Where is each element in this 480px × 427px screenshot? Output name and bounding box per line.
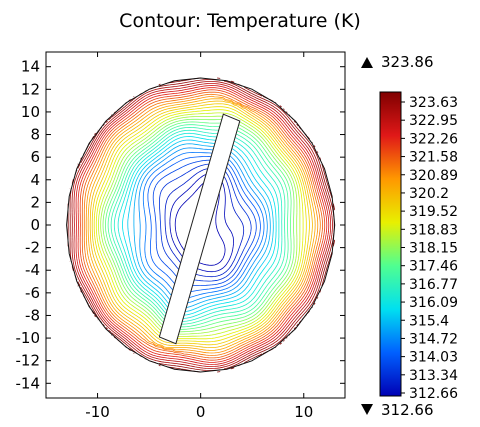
colorbar-tick-label: 314.72: [409, 331, 458, 347]
contour-level: [71, 81, 333, 369]
contour-level: [85, 95, 319, 354]
y-tick-label: -2: [25, 239, 40, 257]
min-triangle-icon: [361, 404, 373, 415]
x-tick-label: 0: [196, 403, 206, 421]
y-axis-ticks: 14 12 10 8 6 4 2 0 -2 -4 -6 -8 -10 -12 -14: [16, 58, 345, 392]
y-tick-label: -10: [16, 329, 41, 347]
colorbar-tick-label: 313.34: [409, 368, 458, 384]
contour-level: [89, 100, 313, 348]
y-tick-label: -8: [25, 306, 40, 324]
colorbar-tick-label: 317.46: [409, 259, 458, 275]
colorbar-tick-label: 321.58: [409, 150, 458, 166]
colorbar-tick-label: 318.15: [409, 241, 458, 257]
x-axis-ticks: -10 0 10: [85, 52, 313, 421]
y-tick-label: -6: [25, 284, 40, 302]
colorbar-tick-label: 316.09: [409, 295, 458, 311]
contour-level: [75, 85, 330, 365]
min-value-label: 312.66: [381, 401, 434, 419]
contour-level: [93, 106, 307, 343]
contour-level: [87, 98, 316, 351]
colorbar-tick-label: 316.77: [409, 277, 458, 293]
colorbar-tick-label: 323.63: [409, 95, 458, 111]
y-tick-label: 10: [21, 103, 40, 121]
chart-title: Contour: Temperature (K): [119, 10, 361, 32]
colorbar-tick-label: 312.66: [409, 386, 458, 402]
y-tick-label: 14: [21, 58, 40, 76]
domain-boundary: [66, 77, 336, 373]
y-tick-label: 6: [30, 148, 40, 166]
colorbar-tick-label: 322.26: [409, 131, 458, 147]
y-tick-label: 2: [30, 193, 40, 211]
colorbar-tick-label: 319.52: [409, 204, 458, 220]
y-tick-label: -14: [16, 374, 41, 392]
colorbar-tick-label: 318.83: [409, 222, 458, 238]
colorbar-tick-label: 322.95: [409, 113, 458, 129]
colorbar-tick-label: 320.2: [409, 186, 449, 202]
contour-level: [91, 103, 310, 346]
y-tick-label: 4: [30, 171, 40, 189]
colorbar: [379, 91, 402, 397]
contour-level: [159, 163, 252, 282]
colorbar-tick-label: 320.89: [409, 168, 458, 184]
y-tick-label: -12: [16, 352, 41, 370]
obstacle-rectangle: [158, 113, 241, 345]
y-tick-label: 8: [30, 126, 40, 144]
y-tick-label: 12: [21, 80, 40, 98]
y-tick-label: -4: [25, 261, 40, 279]
contour-level: [77, 87, 328, 363]
contour-level: [81, 91, 323, 359]
max-value-label: 323.86: [381, 53, 434, 71]
y-tick-label: 0: [30, 216, 40, 234]
colorbar-tick-label: 314.03: [409, 350, 458, 366]
x-tick-label: -10: [85, 403, 110, 421]
contour-level: [83, 93, 321, 356]
contour-level: [73, 83, 332, 367]
colorbar-ticks: 323.63 322.95 322.26 321.58 320.89 320.2 319.5…: [401, 95, 458, 402]
contour-level: [169, 173, 234, 273]
max-triangle-icon: [361, 57, 373, 68]
colorbar-tick-label: 315.4: [409, 313, 449, 329]
x-tick-label: 10: [294, 403, 313, 421]
contour-level: [79, 89, 326, 361]
